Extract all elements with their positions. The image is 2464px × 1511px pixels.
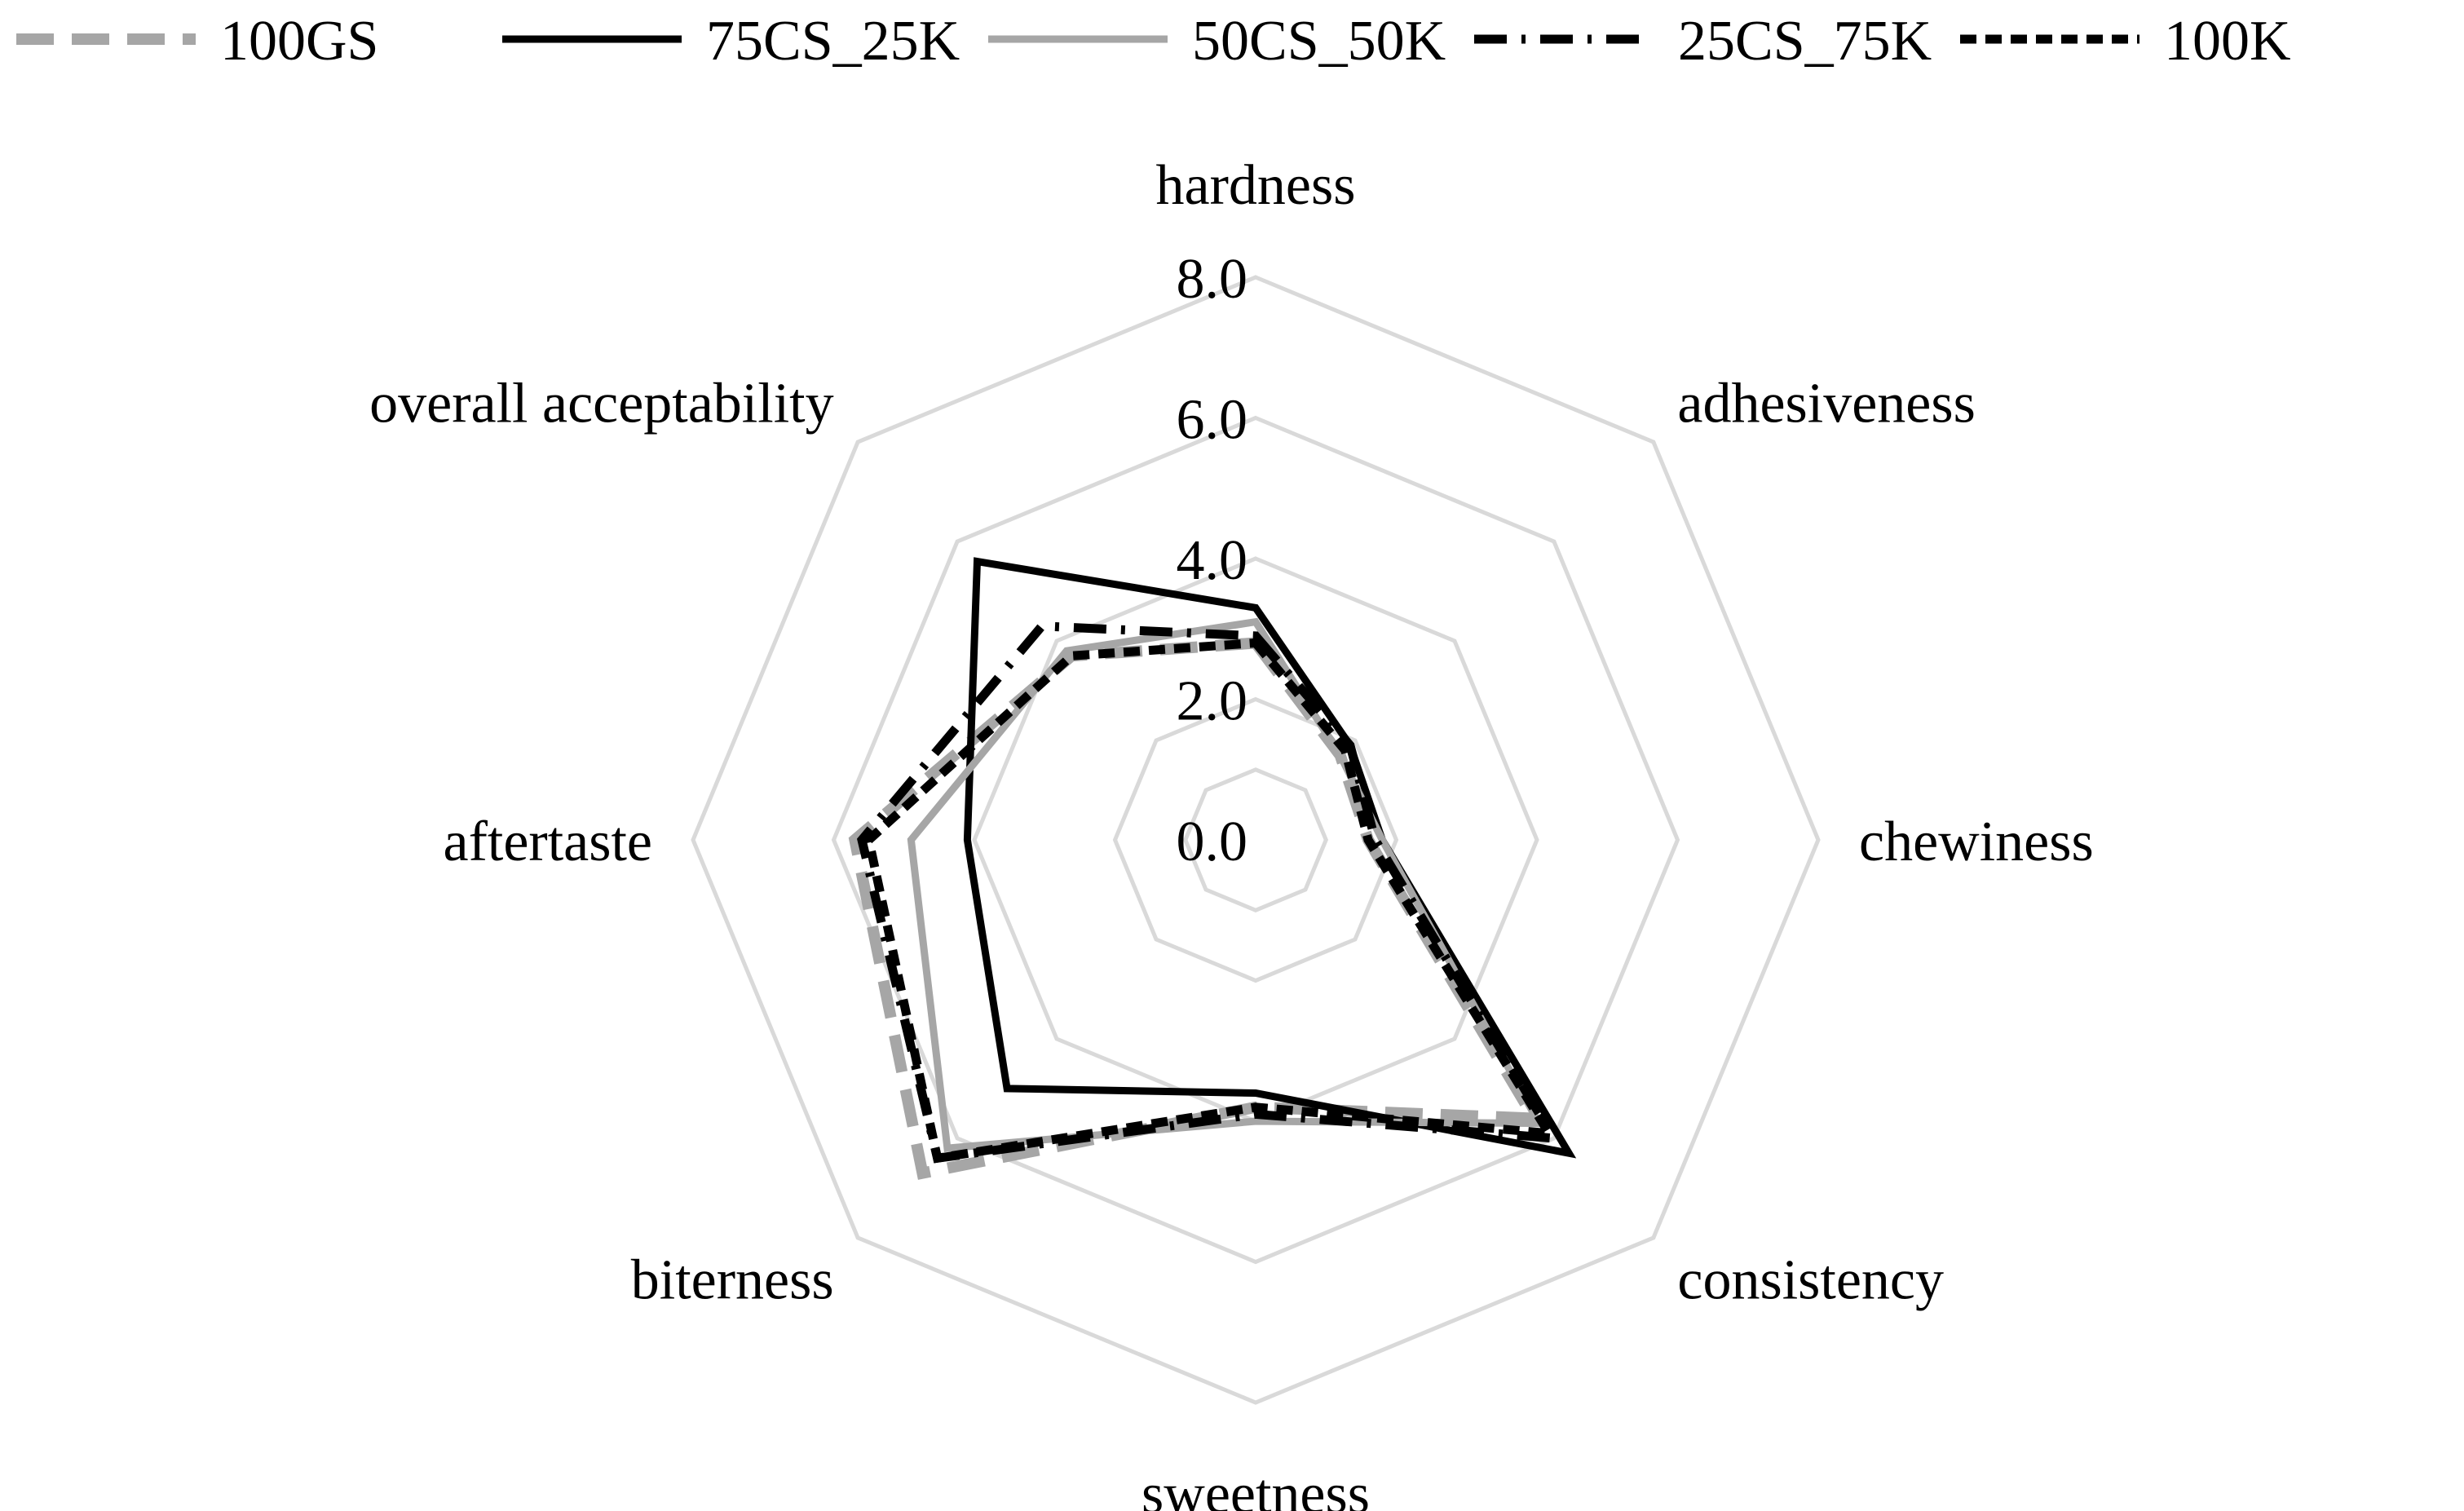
tick-label-6-0: 6.0 <box>1177 389 1248 452</box>
legend-item-100gs: 100GS <box>16 10 378 73</box>
grid-ring-inner <box>1183 767 1329 913</box>
legend-label-100k: 100K <box>2164 10 2291 73</box>
tick-label-4-0: 4.0 <box>1177 529 1248 592</box>
legend-item-100k: 100K <box>1960 10 2291 73</box>
axis-label-biterness: biterness <box>631 1248 834 1311</box>
tick-label-8-0: 8.0 <box>1177 248 1248 311</box>
series-100k <box>863 638 1558 1164</box>
legend-item-75cs-25k: 75CS_25K <box>502 10 960 73</box>
series-75cs-25k <box>963 557 1577 1159</box>
legend-label-75cs-25k: 75CS_25K <box>706 10 960 73</box>
axis-label-consistency: consistency <box>1677 1248 1944 1311</box>
legend-item-25cs-75k: 25CS_75K <box>1474 10 1932 73</box>
legend-label-100gs: 100GS <box>220 10 378 73</box>
radial-tick-labels: 0.0 2.0 4.0 6.0 8.0 <box>1177 248 1248 873</box>
axis-label-adhesiveness: adhesiveness <box>1677 373 1975 435</box>
series-50cs-50k <box>907 617 1546 1152</box>
grid-ring-8.0 <box>691 275 1821 1405</box>
legend: 100GS 75CS_25K 50CS_50K 25CS_75K 100K <box>16 10 2291 73</box>
data-series <box>848 557 1577 1180</box>
legend-label-50cs-50k: 50CS_50K <box>1192 10 1446 73</box>
tick-label-0-0: 0.0 <box>1177 811 1248 873</box>
grid-ring-2.0 <box>1112 696 1399 983</box>
legend-label-25cs-75k: 25CS_75K <box>1678 10 1932 73</box>
axis-label-sweetness: sweetness <box>1141 1463 1370 1511</box>
axis-label-overall-acceptability: overall acceptability <box>369 373 833 435</box>
axis-labels: hardness adhesiveness chewiness consistency… <box>369 154 2094 1511</box>
grid-ring-6.0 <box>831 415 1680 1265</box>
axis-label-chewiness: chewiness <box>1859 811 2094 873</box>
axis-label-aftertaste: aftertaste <box>444 811 652 873</box>
axis-label-hardness: hardness <box>1156 154 1356 217</box>
series-25cs-75k <box>857 621 1563 1164</box>
tick-label-2-0: 2.0 <box>1177 670 1248 733</box>
legend-item-50cs-50k: 50CS_50K <box>988 10 1446 73</box>
